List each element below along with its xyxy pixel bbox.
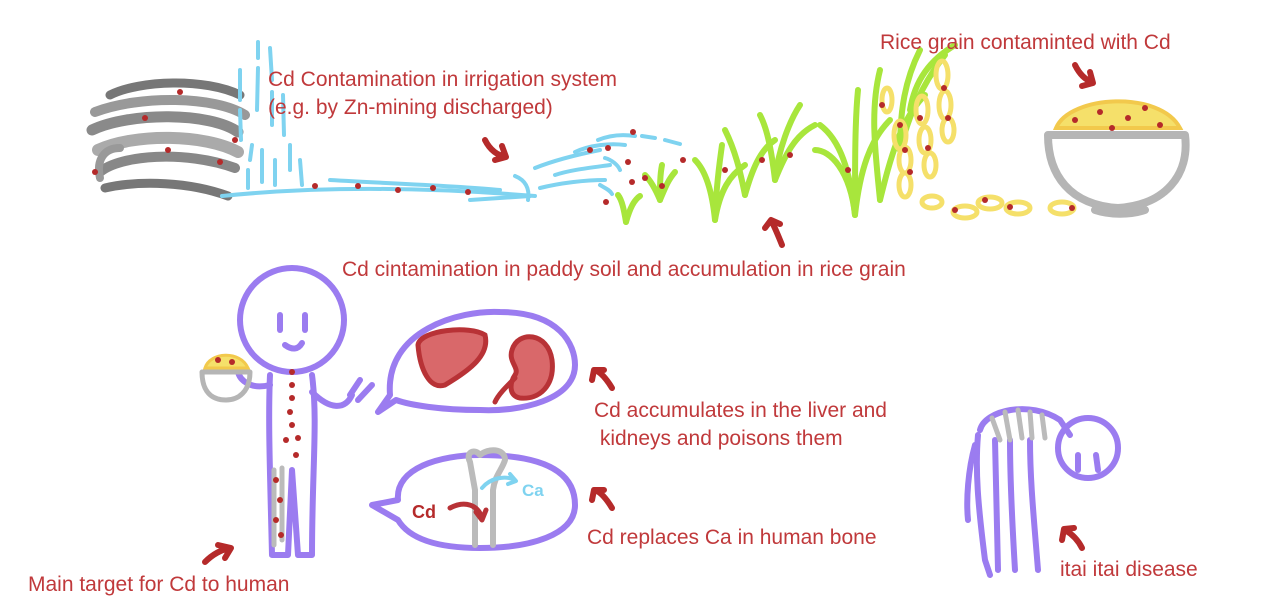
arrow-bone-icon bbox=[589, 487, 615, 511]
organ-bubble bbox=[375, 308, 578, 415]
liver-icon bbox=[415, 327, 489, 389]
cd-dots bbox=[92, 85, 1163, 538]
bone-cd-label: Cd bbox=[412, 502, 436, 522]
bone-icon bbox=[465, 447, 508, 548]
irrigation-label-line1: Cd Contamination in irrigation system bbox=[268, 68, 617, 91]
kidney-icon bbox=[508, 334, 555, 401]
arrow-paddy-soil-icon bbox=[762, 217, 785, 248]
human-figure bbox=[235, 265, 375, 558]
liver-kidney-label-line2: kidneys and poisons them bbox=[594, 427, 843, 450]
leg-bone-marks bbox=[271, 465, 285, 548]
rice-bowl bbox=[1044, 99, 1190, 218]
bone-ca-label: Ca bbox=[522, 481, 544, 500]
irrigation-label-line2: (e.g. by Zn-mining discharged) bbox=[268, 96, 553, 119]
mining-heap bbox=[86, 78, 250, 201]
liver-kidney-label-line1: Cd accumulates in the liver and bbox=[594, 399, 887, 422]
paddy-soil-label: Cd cintamination in paddy soil and accum… bbox=[342, 258, 906, 281]
itai-itai-figure bbox=[964, 406, 1121, 578]
arrow-main-target-icon bbox=[202, 542, 234, 565]
bone-bubble bbox=[369, 447, 578, 551]
itai-itai-label: itai itai disease bbox=[1060, 558, 1198, 581]
arrow-itai-icon bbox=[1059, 525, 1085, 551]
arrow-irrigation-icon bbox=[482, 137, 509, 163]
arrow-liver-icon bbox=[589, 367, 615, 391]
small-rice-bowl bbox=[199, 353, 253, 403]
arrow-rice-grain-icon bbox=[1072, 62, 1096, 89]
irrigation-water bbox=[220, 40, 682, 202]
bone-label: Cd replaces Ca in human bone bbox=[587, 526, 877, 549]
main-target-label: Main target for Cd to human bbox=[28, 573, 290, 596]
pointer-arrows bbox=[202, 62, 1096, 565]
rice-plants bbox=[615, 42, 958, 225]
spine-marks bbox=[989, 407, 1048, 443]
rice-grain-label: Rice grain contaminted with Cd bbox=[880, 31, 1171, 54]
rice-grains bbox=[879, 58, 1077, 221]
